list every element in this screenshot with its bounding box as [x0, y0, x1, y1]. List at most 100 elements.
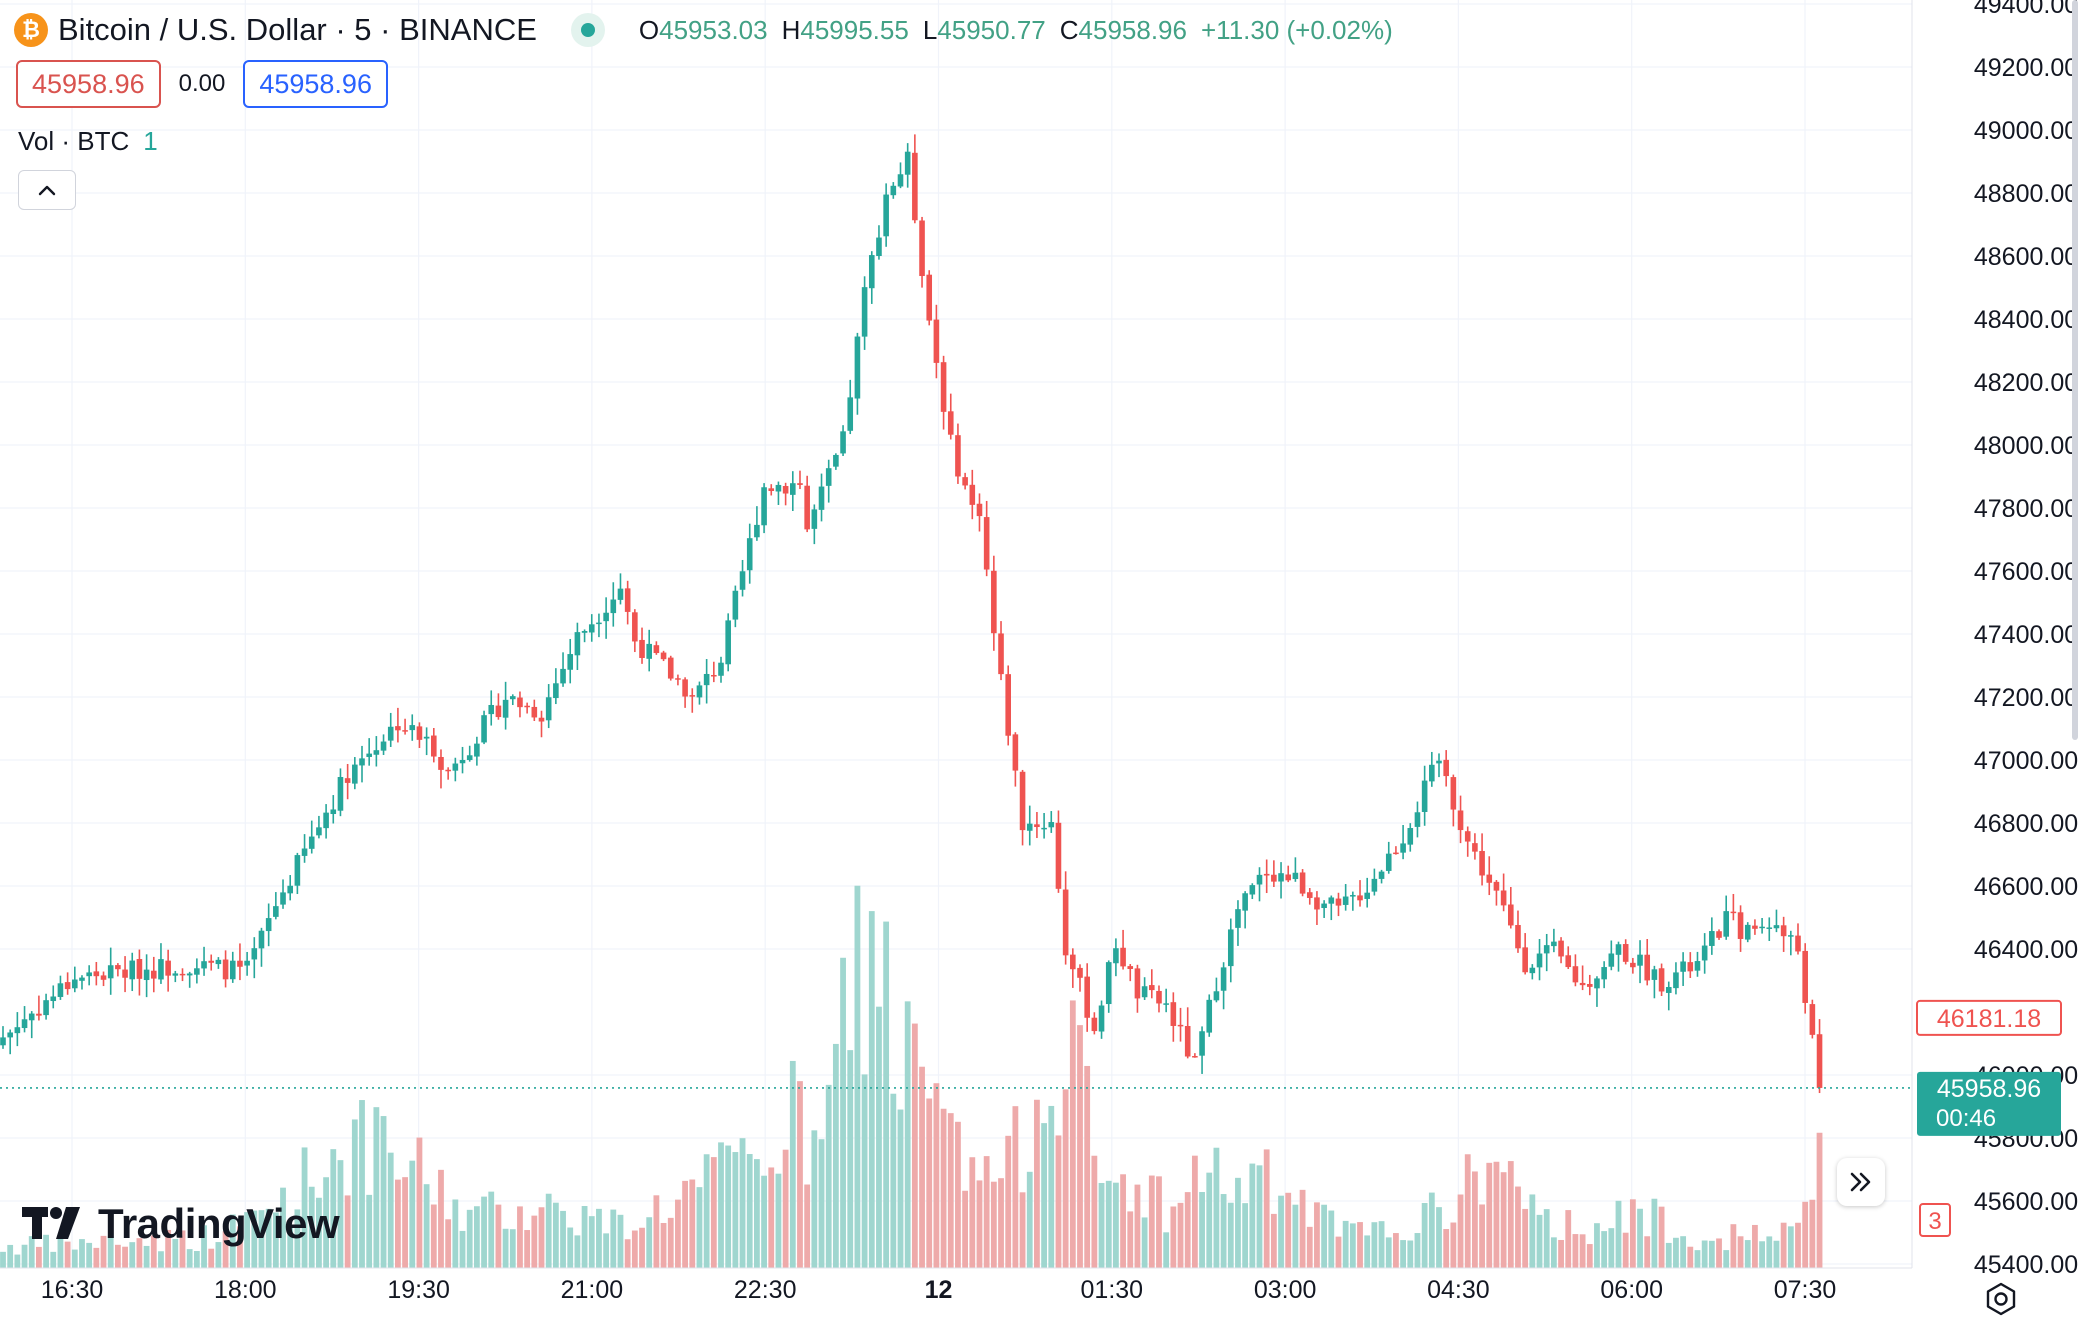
- candle-body: [1443, 759, 1449, 777]
- candle-body: [459, 759, 466, 764]
- volume-bar: [1249, 1163, 1256, 1268]
- candle: [955, 423, 961, 484]
- candle-body: [639, 639, 645, 658]
- time-tick-label: 06:00: [1600, 1276, 1663, 1304]
- candle: [1622, 939, 1629, 965]
- candle-body: [883, 194, 889, 237]
- volume-bar: [1816, 1132, 1823, 1268]
- volume-bar: [1263, 1149, 1270, 1268]
- volume-bar: [538, 1207, 545, 1268]
- volume-bar: [1500, 1172, 1507, 1268]
- candle-body: [93, 971, 100, 977]
- candle: [1773, 909, 1780, 933]
- time-tick-label: 03:00: [1254, 1276, 1317, 1304]
- candle: [940, 355, 947, 430]
- candle: [1342, 884, 1349, 911]
- market-status-icon[interactable]: [570, 13, 605, 47]
- candle-body: [962, 477, 968, 486]
- candle-body: [1299, 872, 1306, 894]
- candle: [1701, 933, 1708, 974]
- time-tick-label: 19:30: [387, 1276, 450, 1304]
- candle-body: [940, 362, 947, 412]
- candle: [1371, 868, 1378, 896]
- candle-body: [1529, 967, 1536, 974]
- candle: [610, 582, 617, 627]
- volume-bar: [1565, 1210, 1572, 1268]
- scroll-to-realtime-button[interactable]: [1837, 1158, 1885, 1206]
- candle: [423, 727, 430, 756]
- volume-bar: [574, 1235, 581, 1268]
- candle: [746, 523, 753, 584]
- candle-body: [1034, 824, 1040, 828]
- candle-body: [754, 524, 760, 538]
- candle: [1235, 900, 1241, 946]
- candle-body: [115, 965, 121, 970]
- volume-bar: [1414, 1233, 1421, 1268]
- candle: [107, 947, 114, 995]
- candle: [352, 757, 358, 790]
- volume-legend[interactable]: Vol · BTC 1: [18, 126, 158, 157]
- candle: [1694, 951, 1701, 977]
- candle-body: [1285, 874, 1292, 881]
- symbol-title[interactable]: Bitcoin / U.S. Dollar · 5 · BINANCE: [58, 12, 537, 47]
- volume-bar: [1723, 1250, 1730, 1268]
- candle-body: [1788, 935, 1794, 937]
- volume-bar: [768, 1167, 775, 1268]
- candle-body: [179, 973, 186, 976]
- candle: [466, 745, 473, 762]
- chart-settings-icon[interactable]: [1984, 1282, 2018, 1316]
- volume-bar: [1795, 1222, 1801, 1268]
- volume-bar: [1615, 1200, 1622, 1268]
- volume-bar: [1472, 1171, 1478, 1268]
- candle: [1680, 952, 1686, 986]
- candle: [158, 943, 164, 984]
- candle-body: [1220, 967, 1227, 991]
- volume-bar: [1436, 1207, 1442, 1268]
- volume-bar: [746, 1154, 753, 1268]
- candle: [933, 304, 940, 379]
- volume-bar: [395, 1179, 401, 1268]
- candle-body: [653, 645, 660, 654]
- volume-bar: [280, 1187, 286, 1268]
- candle-body: [696, 685, 703, 698]
- candle: [1113, 938, 1119, 977]
- candle: [983, 500, 990, 577]
- volume-bar: [710, 1157, 717, 1268]
- candle: [711, 661, 717, 683]
- candle: [833, 453, 839, 470]
- volume-bar: [1479, 1204, 1485, 1268]
- volume-bar: [696, 1187, 703, 1268]
- buy-button[interactable]: 45958.96: [243, 60, 388, 108]
- candle-body: [947, 411, 954, 435]
- candle: [1263, 859, 1270, 894]
- volume-bar: [93, 1247, 100, 1268]
- candle-body: [423, 736, 430, 739]
- candle-body: [797, 483, 803, 485]
- sell-button[interactable]: 45958.96: [16, 60, 161, 108]
- volume-bar: [1515, 1186, 1521, 1268]
- collapse-legend-button[interactable]: [18, 170, 76, 210]
- volume-bar: [1507, 1161, 1514, 1268]
- volume-bar: [409, 1160, 416, 1268]
- candle-body: [1192, 1056, 1198, 1058]
- volume-bar: [1629, 1199, 1636, 1268]
- volume-bar: [1536, 1214, 1543, 1268]
- volume-bars: [0, 885, 1823, 1268]
- candle: [1034, 812, 1040, 839]
- volume-bar: [316, 1197, 322, 1268]
- volume-bar: [926, 1098, 933, 1268]
- volume-bar: [387, 1152, 394, 1268]
- candle-body: [1536, 953, 1543, 968]
- candle: [1802, 943, 1808, 1014]
- candle-body: [1249, 885, 1256, 895]
- tradingview-logo[interactable]: TradingView: [22, 1200, 340, 1248]
- volume-bar: [136, 1238, 143, 1268]
- volume-bar: [445, 1219, 452, 1268]
- volume-bar: [1235, 1177, 1241, 1268]
- candle-body: [739, 571, 746, 590]
- candle-body: [1242, 893, 1248, 911]
- candle-body: [323, 812, 329, 829]
- volume-bar: [911, 1023, 918, 1268]
